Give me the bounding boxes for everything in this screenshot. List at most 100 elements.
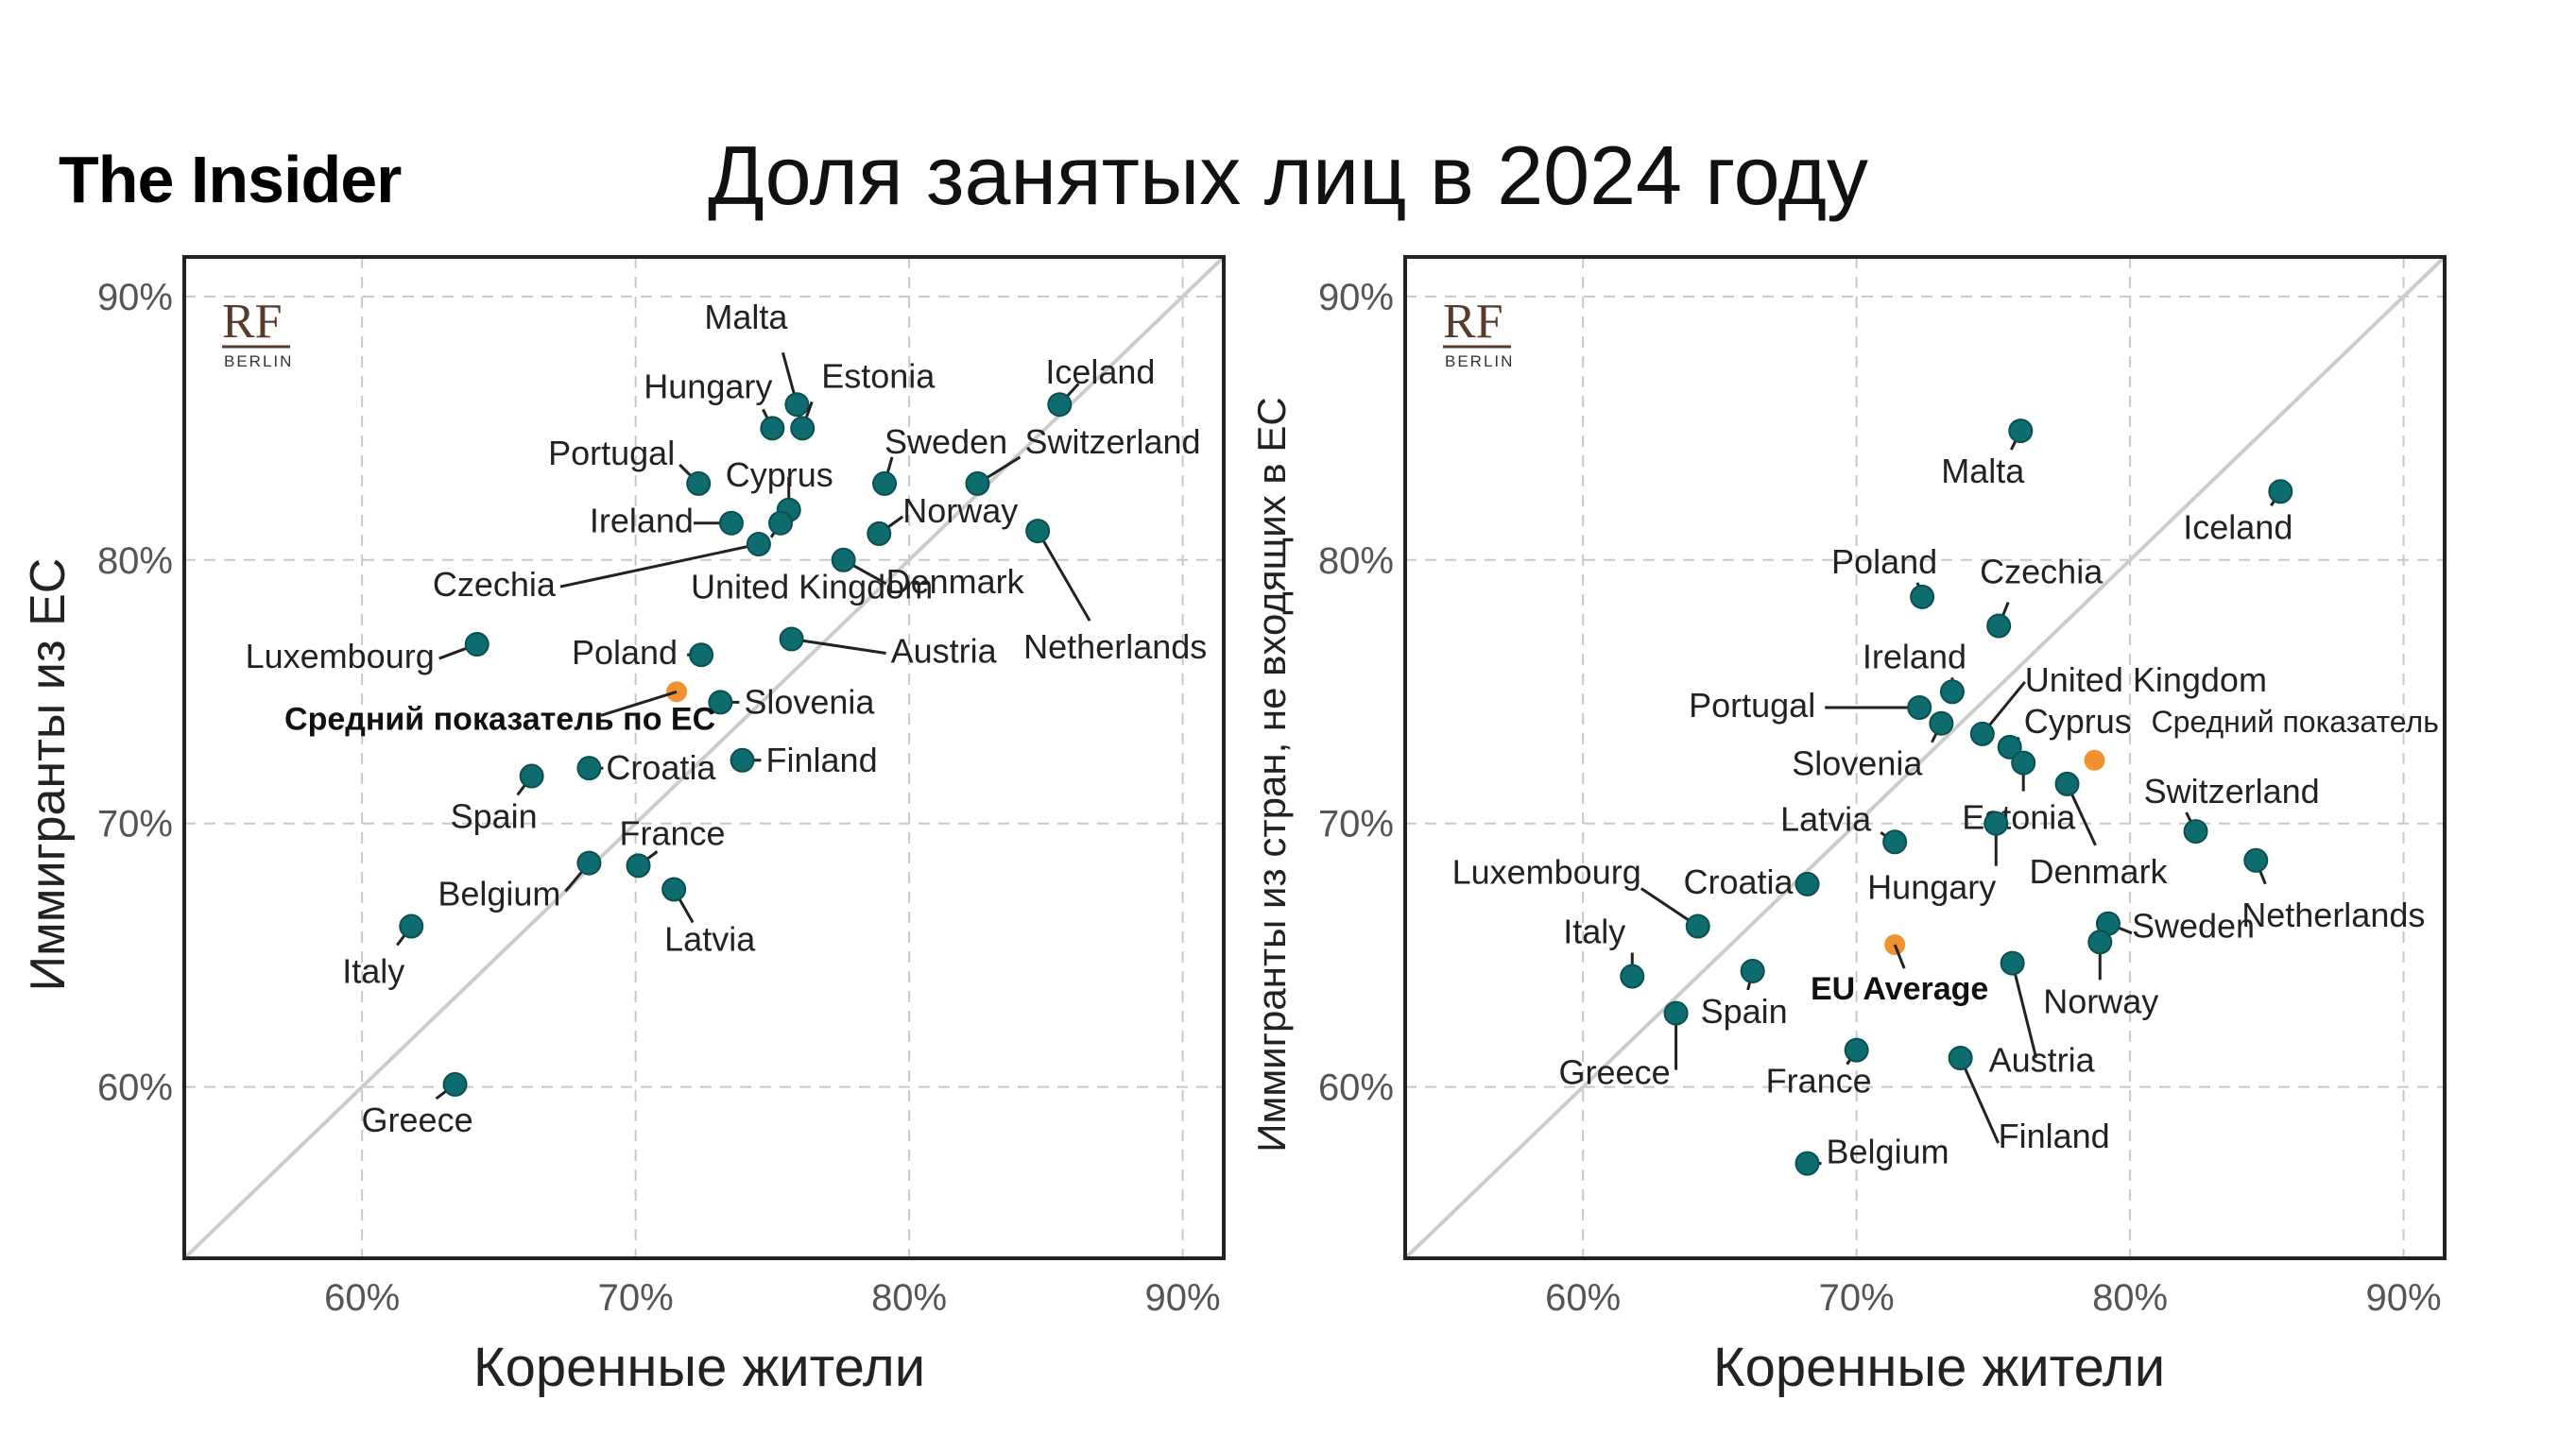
point-label: Switzerland [2144,772,2320,811]
leader-line [791,637,886,655]
data-point [2087,930,2113,955]
data-point [872,470,898,496]
x-axis-label: Коренные жители [473,1337,925,1398]
point-label: Switzerland [1024,422,1200,461]
data-point [2054,771,2080,796]
point-label: Austria [891,631,998,670]
data-point [746,532,771,557]
page-title: Доля занятых лиц в 2024 году [708,128,1868,222]
average-point [2084,749,2105,771]
point-label: Portugal [1689,686,1815,725]
point-label: Czechia [1980,553,2104,591]
point-label: Denmark [2030,852,2169,891]
data-point [1997,734,2022,760]
point-label: Poland [1831,542,1937,581]
point-label: Greece [1559,1053,1671,1092]
data-point [1969,721,1995,746]
data-point [1882,829,1908,855]
plot-frame [1403,255,2447,1260]
data-point [1025,519,1051,544]
data-point [1047,392,1073,418]
data-point [1907,695,1932,720]
point-label: Netherlands [2241,896,2425,934]
data-point [790,416,816,441]
point-label: Malta [1941,452,2025,490]
data-point [2011,750,2036,776]
point-label: Latvia [1780,799,1872,838]
point-label: Cyprus [726,455,833,494]
point-label: Ireland [590,502,694,540]
data-point [576,850,602,876]
leader-line [1036,530,1091,622]
data-point [1939,679,1965,705]
data-point [399,913,424,939]
data-point [519,763,544,789]
data-point [661,877,687,902]
data-point [2000,950,2025,976]
logo-rf: RF [1443,295,1503,349]
brand-logo: The Insider [59,143,402,216]
x-tick-label: 70% [1819,1277,1895,1319]
point-label: Austria [1989,1041,2096,1080]
point-label: Greece [362,1101,473,1139]
leader-line [600,690,678,717]
plot-frame [182,255,1226,1260]
point-label: Luxembourg [246,637,435,675]
data-point [1948,1046,1973,1070]
leader-line [1959,1057,2001,1144]
y-tick-label: 60% [97,1067,173,1109]
y-tick-label: 80% [97,540,173,582]
data-point [1685,913,1710,939]
data-point [442,1071,468,1097]
data-point [464,632,489,657]
x-tick-label: 70% [598,1277,674,1319]
y-tick-label: 70% [97,804,173,845]
data-point [867,521,892,546]
data-point [626,853,651,879]
point-label: Denmark [886,562,1025,601]
point-label: France [620,813,726,852]
point-label: Ireland [1863,637,1966,675]
data-point [760,416,785,441]
point-label: Croatia [606,748,716,787]
point-label: United Kingdom [691,568,933,606]
point-label: Belgium [438,875,560,913]
point-label: Czechia [433,565,557,604]
point-label: Sweden [884,422,1007,461]
point-label: Iceland [2183,507,2293,546]
data-point [1984,811,2009,836]
x-tick-label: 60% [324,1277,400,1319]
point-label: Netherlands [1023,627,1207,666]
point-label: Spain [451,797,538,836]
point-label: Poland [572,633,678,672]
chart-panel-1: 60% 70% 80% 90% 60% 70% 80% 90% Коренные жители И… [21,255,1226,1398]
data-point [2243,847,2269,873]
x-tick-label: 90% [1145,1277,1221,1319]
y-tick-label: 90% [1318,277,1394,318]
logo-berlin: BERLIN [224,352,293,370]
x-tick-label: 90% [2366,1277,2442,1319]
average-label: Средний показатель [2151,705,2438,739]
point-label: France [1766,1062,1872,1101]
data-point [1740,958,1765,983]
data-point [708,690,733,715]
point-label: Luxembourg [1452,853,1641,892]
data-point [576,756,602,781]
data-point [1663,1000,1689,1026]
point-label: Estonia [1962,798,2076,837]
data-point [2268,479,2293,504]
point-label: United Kingdom [2025,660,2267,699]
y-tick-label: 70% [1318,804,1394,845]
data-point [779,626,804,652]
point-label: Hungary [1867,868,1996,907]
y-axis-label: Иммигранты из ЕС [21,558,76,992]
point-label: Cyprus [2024,702,2132,741]
point-label: Sweden [2132,907,2255,946]
average-label: EU Average [1811,971,1988,1007]
leader-line [2011,963,2038,1058]
data-point [831,547,856,572]
logo-berlin: BERLIN [1445,352,1514,370]
point-label: Croatia [1683,862,1794,901]
chart-panel-2: 60% 70% 80% 90% 60% 70% 80% 90% Коренные жители И… [1249,255,2447,1398]
